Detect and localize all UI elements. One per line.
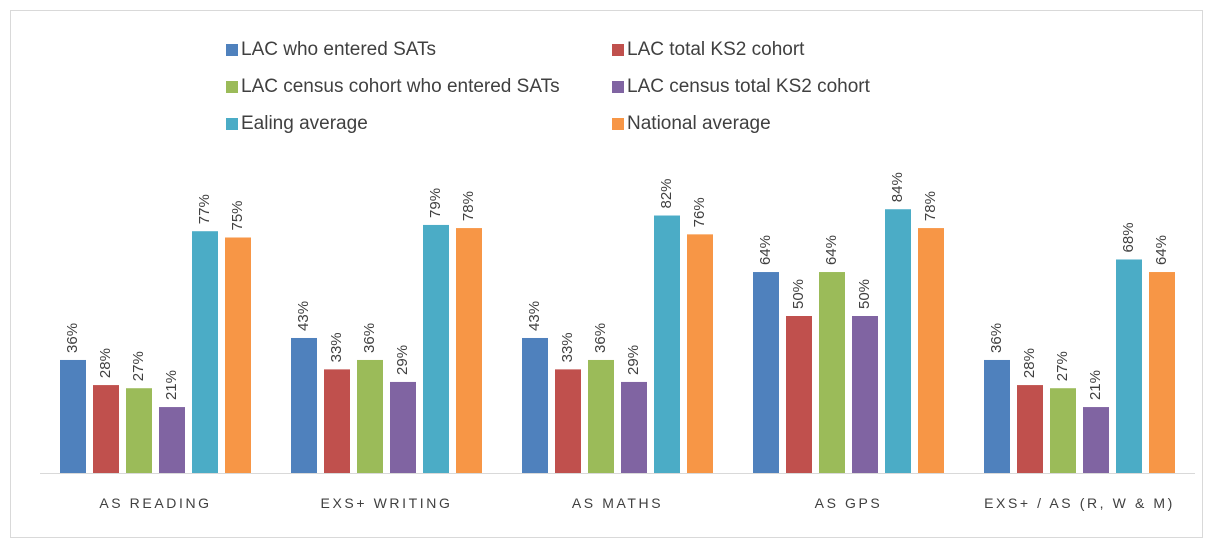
data-label: 36%	[361, 323, 378, 353]
data-label: 27%	[1054, 351, 1071, 381]
legend-label: National average	[627, 113, 771, 134]
data-label: 82%	[658, 178, 675, 208]
legend-swatch	[226, 81, 238, 93]
data-label: 50%	[790, 279, 807, 309]
data-label: 77%	[196, 194, 213, 224]
bar	[456, 228, 482, 473]
data-label: 64%	[757, 235, 774, 265]
bar	[1116, 259, 1142, 473]
bar	[159, 407, 185, 473]
bar	[819, 272, 845, 473]
data-label: 64%	[823, 235, 840, 265]
data-label: 21%	[163, 370, 180, 400]
data-label: 79%	[427, 188, 444, 218]
legend-swatch	[226, 118, 238, 130]
data-label: 28%	[97, 348, 114, 378]
legend-swatch	[612, 44, 624, 56]
bar	[522, 337, 548, 473]
bar	[423, 224, 449, 473]
data-label: 78%	[922, 191, 939, 221]
bar	[126, 388, 152, 473]
bar	[918, 228, 944, 473]
x-tick-label: AS GPS	[814, 495, 883, 511]
bar	[654, 215, 680, 473]
data-label: 27%	[130, 351, 147, 381]
bar	[357, 359, 383, 473]
bar	[621, 381, 647, 473]
data-label: 75%	[229, 200, 246, 230]
legend-swatch	[226, 44, 238, 56]
data-label: 43%	[526, 301, 543, 331]
data-label: 36%	[592, 323, 609, 353]
bar	[687, 234, 713, 473]
bar	[192, 231, 218, 473]
data-label: 68%	[1120, 222, 1137, 252]
bar	[1149, 272, 1175, 473]
data-label: 36%	[64, 323, 81, 353]
bar	[555, 369, 581, 473]
legend-swatch	[612, 81, 624, 93]
data-label: 64%	[1153, 235, 1170, 265]
bar	[885, 209, 911, 474]
bar	[852, 316, 878, 473]
x-tick-label: EXS+ / AS (R, W & M)	[984, 495, 1175, 511]
data-label: 29%	[394, 345, 411, 375]
data-label: 50%	[856, 279, 873, 309]
bar	[753, 272, 779, 473]
legend-label: LAC census total KS2 cohort	[627, 76, 871, 97]
bar	[1083, 407, 1109, 473]
bar	[225, 237, 251, 473]
x-tick-label: AS READING	[99, 495, 212, 511]
x-tick-label: EXS+ WRITING	[320, 495, 453, 511]
bar	[588, 359, 614, 473]
data-label: 36%	[988, 323, 1005, 353]
data-label: 76%	[691, 197, 708, 227]
data-label: 33%	[328, 332, 345, 362]
bar	[291, 337, 317, 473]
bar	[60, 359, 86, 473]
bar	[93, 385, 119, 473]
bar	[786, 316, 812, 473]
legend-label: LAC census cohort who entered SATs	[241, 76, 560, 97]
bar	[324, 369, 350, 473]
legend-label: Ealing average	[241, 113, 368, 134]
bar	[1050, 388, 1076, 473]
bar	[984, 359, 1010, 473]
data-label: 33%	[559, 332, 576, 362]
data-label: 78%	[460, 191, 477, 221]
legend-label: LAC total KS2 cohort	[627, 39, 805, 60]
bar	[1017, 385, 1043, 473]
data-label: 28%	[1021, 348, 1038, 378]
bar	[390, 381, 416, 473]
data-label: 84%	[889, 172, 906, 202]
legend-swatch	[612, 118, 624, 130]
data-label: 43%	[295, 301, 312, 331]
data-label: 29%	[625, 345, 642, 375]
x-tick-label: AS MATHS	[571, 495, 664, 511]
data-label: 21%	[1087, 370, 1104, 400]
legend-label: LAC who entered SATs	[241, 39, 436, 60]
